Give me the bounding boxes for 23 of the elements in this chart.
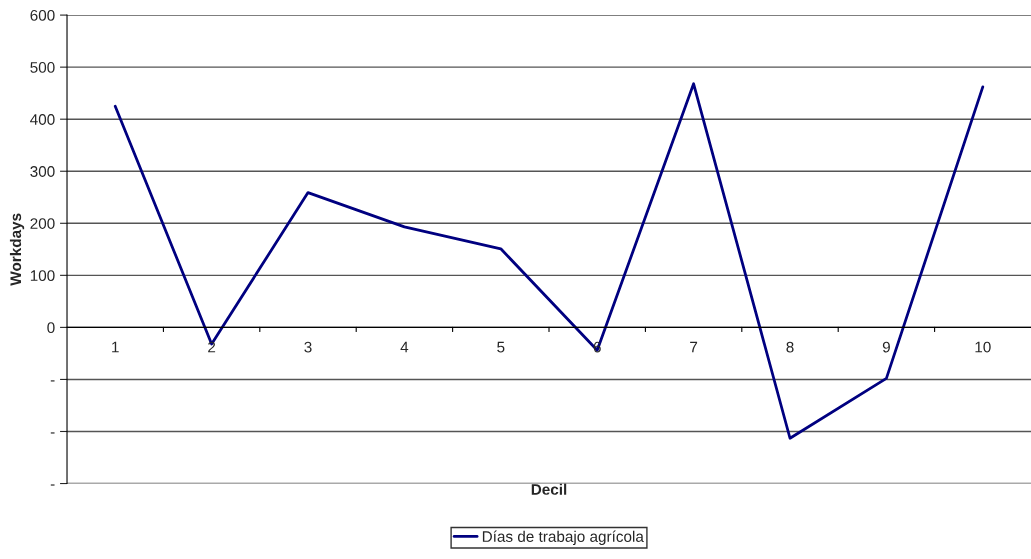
y-tick-label: -: [50, 380, 55, 382]
y-tick-label: 400: [30, 114, 55, 125]
x-tick-label: 5: [497, 341, 505, 353]
y-tick-label: 300: [30, 166, 55, 177]
y-axis-title: Workdays: [9, 213, 25, 286]
x-tick-label: 7: [690, 341, 698, 353]
y-tick-label: -: [50, 484, 55, 486]
x-tick-label: 2: [208, 341, 216, 353]
x-tick-label: 9: [882, 341, 890, 353]
y-tick-label: 0: [47, 322, 55, 334]
y-tick-label: 600: [30, 9, 55, 21]
x-tick-label: 8: [786, 341, 794, 353]
y-tick-label: 500: [30, 62, 55, 73]
x-tick-label: 1: [112, 341, 119, 353]
y-tick-label: -: [50, 432, 55, 434]
x-tick-label: 3: [304, 341, 312, 353]
x-tick-label: 6: [593, 341, 601, 353]
y-tick-label: 100: [30, 270, 55, 282]
x-axis-title: Decil: [531, 483, 567, 495]
x-tick-label: 10: [975, 341, 991, 353]
legend-label: Días de trabajo agrícola: [482, 530, 644, 545]
x-tick-label: 4: [400, 341, 409, 353]
y-tick-label: 200: [30, 218, 55, 229]
